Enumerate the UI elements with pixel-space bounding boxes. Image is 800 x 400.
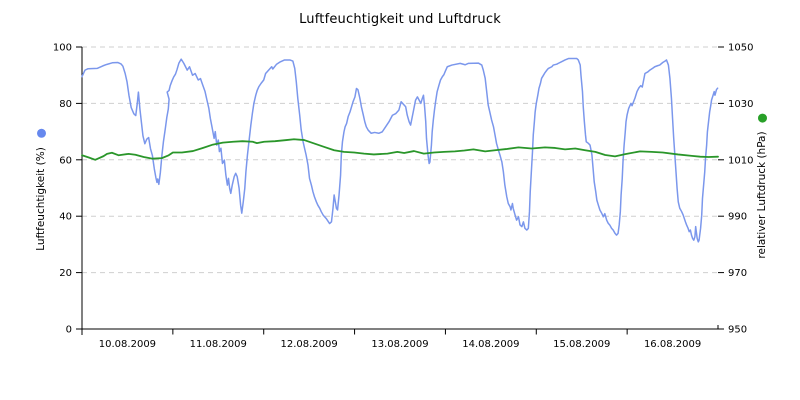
date-label: 10.08.2009	[99, 339, 156, 350]
date-label: 12.08.2009	[281, 339, 338, 350]
pressure-series-line	[81, 138, 719, 161]
left-tick-label: 100	[53, 43, 72, 54]
left-tick-label: 80	[59, 99, 72, 110]
right-tick-label: 1050	[728, 43, 753, 54]
right-tick-label: 1010	[728, 155, 753, 166]
left-tick-label: 60	[59, 155, 72, 166]
right-tick-label: 970	[728, 268, 747, 279]
left-tick-label: 20	[59, 268, 72, 279]
right-tick-label: 950	[728, 325, 747, 336]
date-label: 11.08.2009	[190, 339, 247, 350]
left-tick-label: 40	[59, 212, 72, 223]
right-tick-label: 1030	[728, 99, 753, 110]
date-label: 16.08.2009	[644, 339, 701, 350]
humidity-series-line	[81, 57, 719, 243]
date-label: 13.08.2009	[371, 339, 428, 350]
chart-title: Luftfeuchtigkeit und Luftdruck	[299, 12, 501, 27]
left-tick-label: 0	[66, 325, 72, 336]
date-label: 14.08.2009	[462, 339, 519, 350]
date-label: 15.08.2009	[553, 339, 610, 350]
right-tick-label: 990	[728, 212, 747, 223]
